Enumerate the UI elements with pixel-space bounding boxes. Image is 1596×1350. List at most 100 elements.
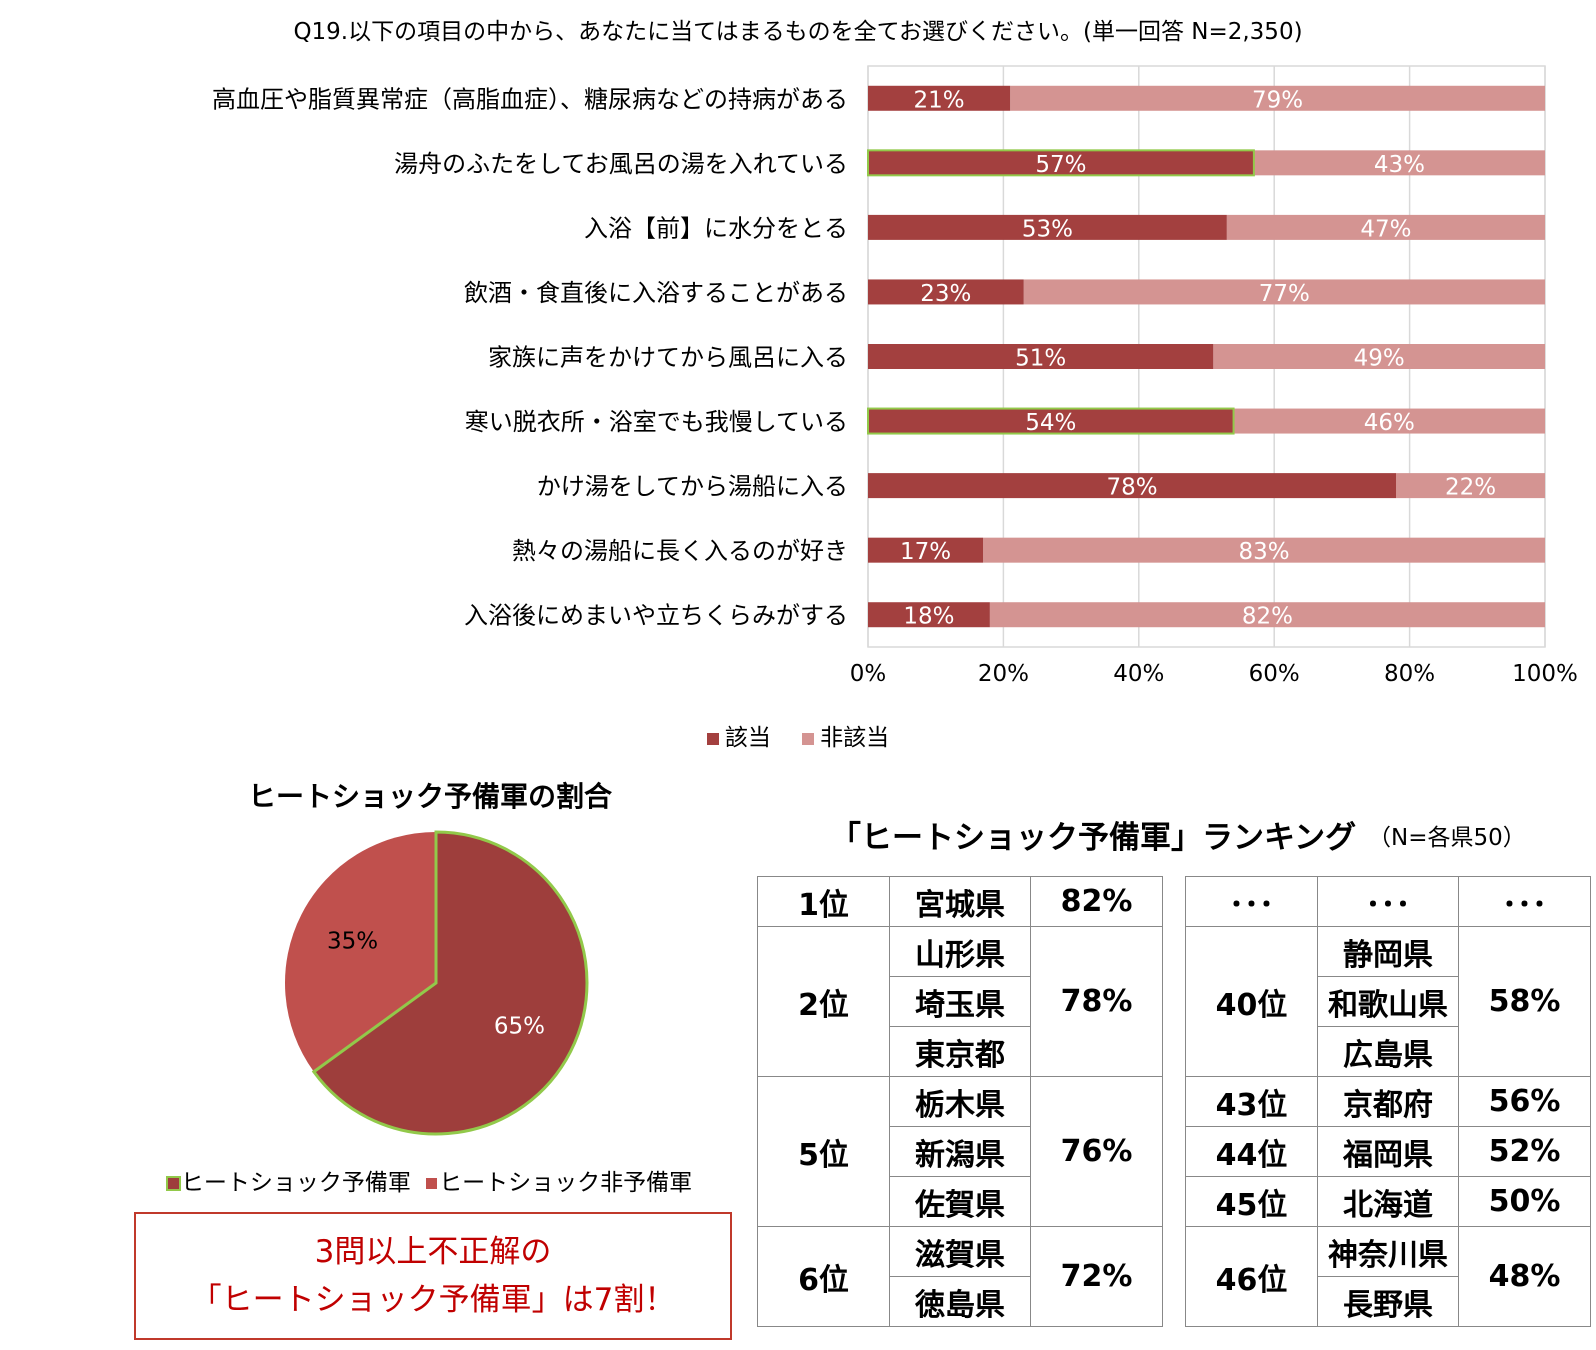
- ranking-table-right: ･･･ ･･･ ･･･ 40位 静岡県 58% 和歌山県 広島県 43位 京都府 56% 44位 福岡県…: [1185, 876, 1591, 1327]
- prefecture-cell: 徳島県: [889, 1276, 1031, 1327]
- bar-applicable: [868, 473, 1397, 499]
- prefecture-cell: 和歌山県: [1317, 976, 1459, 1027]
- category-label: 寒い脱衣所・浴室でも我慢している: [465, 408, 848, 436]
- percent-cell: 58%: [1458, 926, 1591, 1077]
- bar-applicable: [867, 149, 1255, 177]
- bar-not-applicable: [1010, 85, 1545, 111]
- bar-not-applicable: [1226, 214, 1545, 240]
- rank-cell: 1位: [757, 876, 890, 927]
- bar-not-applicable: [1396, 473, 1545, 499]
- legend-swatch-reserve: [165, 1176, 181, 1191]
- callout-line-2: 「ヒートショック予備軍」は7割！: [190, 1282, 676, 1318]
- table-row: 和歌山県: [1186, 976, 1591, 1027]
- bar-value-label-not-applicable: 82%: [1242, 604, 1293, 630]
- table-row: 2位 山形県 78%: [757, 926, 1163, 1077]
- legend-applicable: 該当: [706, 725, 771, 751]
- table-row: ･･･ ･･･ ･･･: [1185, 876, 1591, 927]
- bar-not-applicable: [1233, 408, 1545, 434]
- prefecture-cell: 福岡県: [1317, 1126, 1459, 1177]
- category-label: 高血圧や脂質異常症（高脂血症）、糖尿病などの持病がある: [212, 85, 848, 113]
- table-row: 44位 福岡県 52%: [1185, 1126, 1591, 1177]
- bar-not-applicable: [989, 602, 1545, 628]
- category-label: 入浴【前】に水分をとる: [584, 214, 848, 242]
- prefecture-cell: 栃木県: [889, 1076, 1031, 1127]
- ellipsis-cell: ･･･: [1458, 876, 1591, 927]
- bar-value-label-not-applicable: 47%: [1360, 216, 1411, 242]
- rank-cell: 40位: [1185, 926, 1318, 1077]
- x-tick-label: 60%: [1249, 661, 1300, 687]
- pie-label-non-reserve: 35%: [327, 928, 378, 954]
- table-row: 5位 栃木県 76%: [757, 1076, 1163, 1227]
- table-row: 46位 神奈川県 48%: [1185, 1226, 1591, 1327]
- legend-not-applicable: 非該当: [802, 725, 889, 751]
- bar-applicable: [868, 344, 1214, 369]
- table-row: 埼玉県: [758, 976, 1163, 1027]
- bar-value-label-applicable: 17%: [900, 539, 951, 565]
- pie-label-reserve: 65%: [494, 1014, 545, 1040]
- legend-swatch-non-reserve: [426, 1178, 438, 1189]
- legend-reserve-label: ヒートショック予備軍: [180, 1170, 411, 1196]
- category-label: 入浴後にめまいや立ちくらみがする: [464, 602, 848, 630]
- rank-cell: 43位: [1185, 1076, 1318, 1127]
- x-tick-label: 80%: [1384, 661, 1435, 687]
- prefecture-cell: 滋賀県: [889, 1226, 1031, 1277]
- table-row: 43位 京都府 56%: [1185, 1076, 1591, 1127]
- x-tick-label: 0%: [850, 661, 887, 687]
- prefecture-cell: 埼玉県: [889, 976, 1031, 1027]
- prefecture-cell: 新潟県: [889, 1126, 1031, 1177]
- table-row: 広島県: [1186, 1026, 1591, 1077]
- bar-not-applicable: [1213, 344, 1545, 369]
- table-row: 40位 静岡県 58%: [1185, 926, 1591, 1077]
- category-label: 飲酒・食直後に入浴することがある: [464, 279, 848, 307]
- category-label: 湯舟のふたをしてお風呂の湯を入れている: [394, 150, 848, 178]
- rank-cell: 5位: [757, 1076, 890, 1227]
- percent-cell: 50%: [1458, 1176, 1591, 1227]
- bar-value-label-not-applicable: 46%: [1364, 410, 1415, 436]
- bar-chart-title: Q19.以下の項目の中から、あなたに当てはまるものを全てお選びください。(単一回…: [293, 19, 1303, 45]
- bar-value-label-applicable: 57%: [1035, 152, 1086, 178]
- prefecture-cell: 佐賀県: [889, 1176, 1031, 1227]
- percent-cell: 76%: [1030, 1076, 1163, 1227]
- category-label: かけ湯をしてから湯船に入る: [537, 473, 848, 501]
- ellipsis-cell: ･･･: [1185, 876, 1318, 927]
- bar-applicable: [868, 214, 1227, 240]
- ranking-title: 「ヒートショック予備軍」ランキング: [830, 820, 1357, 856]
- table-row: 1位 宮城県 82%: [757, 876, 1163, 927]
- table-row: 45位 北海道 50%: [1185, 1176, 1591, 1227]
- legend-not-applicable-label: 非該当: [820, 725, 890, 751]
- pie-slice-non-reserve: [285, 832, 436, 1072]
- legend-non-reserve-label: ヒートショック非予備軍: [439, 1170, 693, 1196]
- table-row: 東京都: [758, 1026, 1163, 1077]
- ellipsis-cell: ･･･: [1317, 876, 1459, 927]
- percent-cell: 82%: [1030, 876, 1163, 927]
- bar-value-label-not-applicable: 83%: [1238, 539, 1289, 565]
- x-tick-label: 20%: [978, 661, 1029, 687]
- bar-not-applicable: [983, 537, 1545, 563]
- rank-cell: 6位: [757, 1226, 890, 1327]
- table-row: 佐賀県: [758, 1176, 1163, 1227]
- bar-applicable: [868, 279, 1024, 305]
- bar-value-label-applicable: 53%: [1022, 216, 1073, 242]
- percent-cell: 48%: [1458, 1226, 1591, 1327]
- rank-cell: 44位: [1185, 1126, 1318, 1177]
- pie-slice-reserve: [311, 830, 589, 1136]
- bar-not-applicable: [1023, 279, 1545, 305]
- prefecture-cell: 北海道: [1317, 1176, 1459, 1227]
- rank-cell: 46位: [1185, 1226, 1318, 1327]
- bar-value-label-applicable: 23%: [920, 281, 971, 307]
- pie-chart-legend: ヒートショック予備軍 ヒートショック非予備軍: [100, 1163, 760, 1197]
- bar-not-applicable: [1253, 150, 1545, 176]
- legend-swatch-applicable: [706, 732, 719, 745]
- category-label: 家族に声をかけてから風呂に入る: [488, 344, 848, 372]
- pie-chart-title: ヒートショック予備軍の割合: [247, 780, 612, 813]
- prefecture-cell: 静岡県: [1317, 926, 1459, 977]
- bar-applicable: [868, 537, 984, 563]
- callout-line-1: 3問以上不正解の: [314, 1234, 552, 1270]
- prefecture-cell: 京都府: [1317, 1076, 1459, 1127]
- bar-value-label-applicable: 18%: [903, 604, 954, 630]
- bar-value-label-applicable: 54%: [1025, 410, 1076, 436]
- legend-applicable-label: 該当: [724, 725, 771, 751]
- bar-value-label-not-applicable: 49%: [1354, 346, 1405, 372]
- bar-applicable: [867, 407, 1235, 435]
- rank-cell: 45位: [1185, 1176, 1318, 1227]
